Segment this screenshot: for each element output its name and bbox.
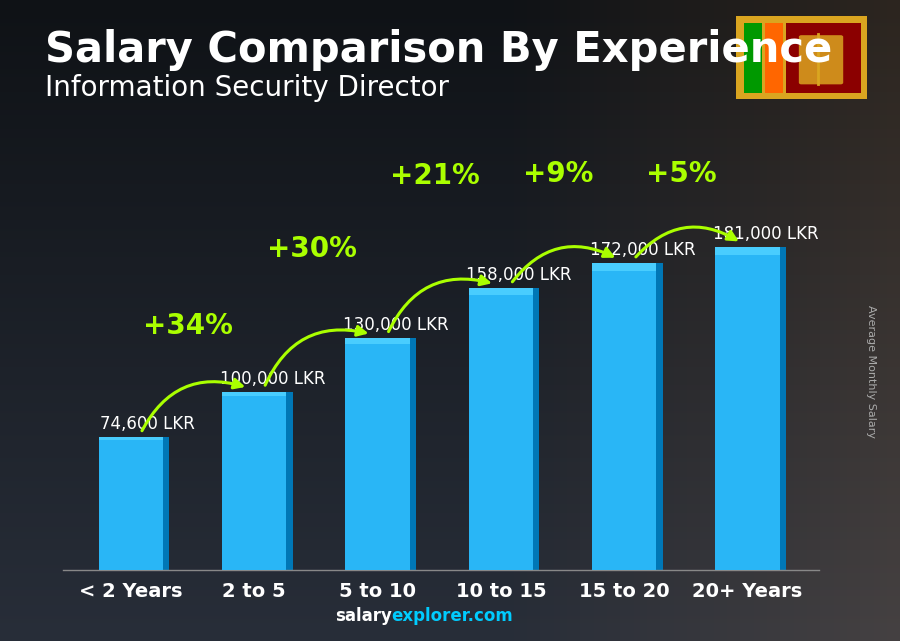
Bar — [286, 392, 292, 570]
Text: 158,000 LKR: 158,000 LKR — [466, 266, 572, 284]
Text: Information Security Director: Information Security Director — [45, 74, 449, 102]
Bar — [765, 22, 783, 93]
Text: 130,000 LKR: 130,000 LKR — [343, 316, 448, 334]
Bar — [346, 338, 410, 344]
Bar — [222, 392, 286, 570]
Bar — [716, 247, 779, 255]
Text: 172,000 LKR: 172,000 LKR — [590, 241, 695, 259]
Text: salary: salary — [335, 607, 392, 625]
Text: +5%: +5% — [646, 160, 716, 188]
Text: 100,000 LKR: 100,000 LKR — [220, 370, 325, 388]
Bar — [410, 338, 416, 570]
Text: +9%: +9% — [523, 160, 593, 188]
Bar — [656, 263, 662, 570]
Bar — [779, 247, 786, 570]
Text: 74,600 LKR: 74,600 LKR — [100, 415, 195, 433]
Text: 181,000 LKR: 181,000 LKR — [713, 225, 819, 243]
Text: +30%: +30% — [266, 235, 356, 263]
FancyBboxPatch shape — [799, 35, 843, 85]
Bar — [592, 263, 656, 271]
Bar — [346, 338, 410, 570]
Bar — [163, 437, 169, 570]
Text: +21%: +21% — [390, 162, 480, 190]
Text: +34%: +34% — [143, 312, 233, 340]
Text: Average Monthly Salary: Average Monthly Salary — [866, 305, 877, 438]
Bar — [99, 437, 163, 570]
Bar — [469, 288, 533, 570]
Bar — [469, 288, 533, 295]
Bar — [99, 437, 163, 440]
Bar — [744, 22, 762, 93]
Bar — [786, 22, 861, 93]
Bar — [533, 288, 539, 570]
Bar — [592, 263, 656, 570]
Text: Salary Comparison By Experience: Salary Comparison By Experience — [45, 29, 832, 71]
Text: explorer.com: explorer.com — [392, 607, 513, 625]
Bar — [716, 247, 779, 570]
Bar — [222, 392, 286, 396]
